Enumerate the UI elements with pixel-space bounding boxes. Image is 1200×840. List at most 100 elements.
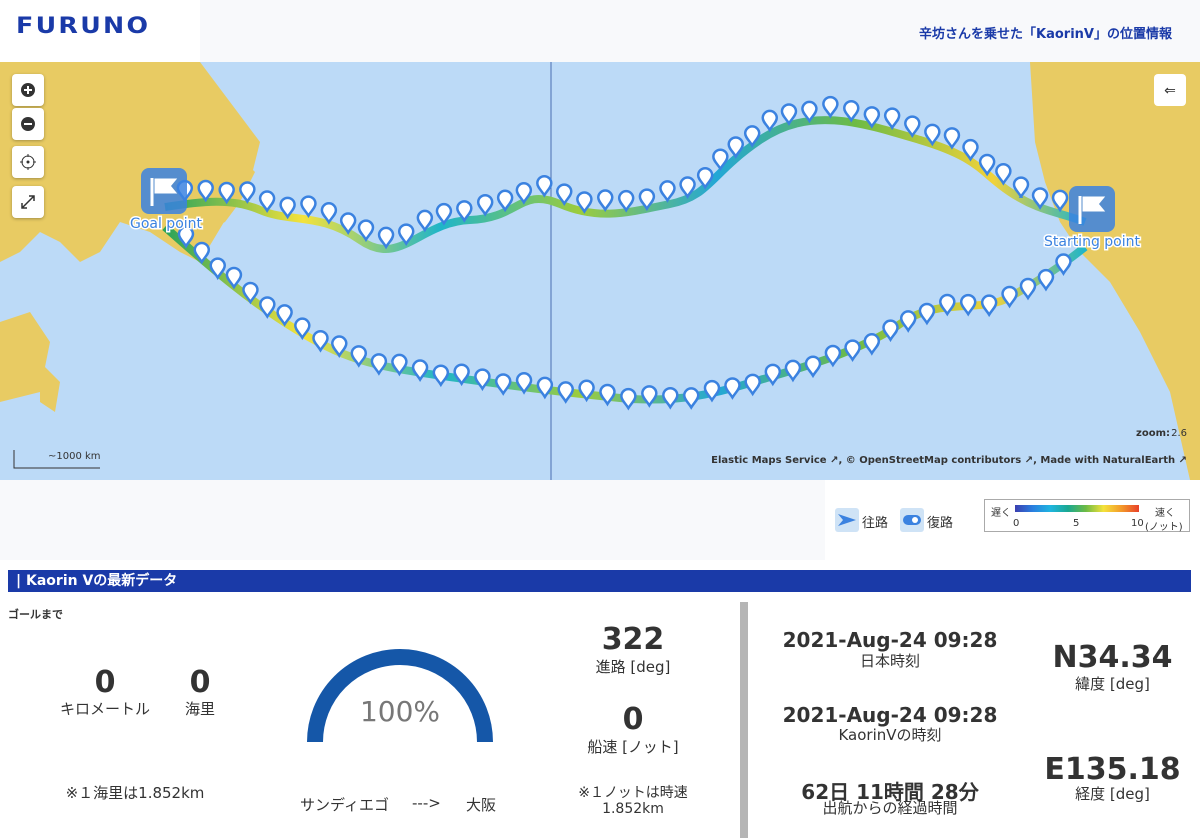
position-pin[interactable] [557,381,574,404]
position-pin[interactable] [899,310,917,333]
position-pin[interactable] [536,376,554,400]
position-pin[interactable] [416,209,434,233]
position-pin[interactable] [784,359,802,383]
position-pin[interactable] [659,180,676,203]
position-pin[interactable] [727,136,744,159]
position-pin[interactable] [904,115,921,139]
position-pin[interactable] [1031,187,1049,210]
fullscreen[interactable] [12,186,44,218]
position-pin[interactable] [279,196,296,220]
position-pin[interactable] [320,202,338,225]
attribution-item[interactable]: , Made with NaturalEarth [1033,455,1175,466]
position-pin[interactable] [1012,176,1030,200]
position-pin[interactable] [555,183,573,207]
attribution-item[interactable]: Elastic Maps Service [711,455,827,466]
position-pin[interactable] [578,379,595,403]
position-pin[interactable] [515,182,533,205]
position-pin[interactable] [980,294,998,318]
position-pin[interactable] [312,329,329,353]
position-pin[interactable] [177,225,195,249]
position-pin[interactable] [494,373,512,396]
zoom-in[interactable] [12,74,44,106]
position-pin[interactable] [724,377,741,400]
position-pin[interactable] [617,189,635,213]
position-pin[interactable] [474,368,491,392]
position-pin[interactable] [197,179,214,203]
position-pin[interactable] [476,193,494,217]
position-pin[interactable] [620,387,637,411]
position-pin[interactable] [943,127,961,150]
position-pin[interactable] [218,181,235,205]
position-pin[interactable] [761,109,779,133]
position-pin[interactable] [391,353,408,377]
position-pin[interactable] [1019,277,1037,301]
position-pin[interactable] [743,125,761,148]
position-pin[interactable] [712,148,729,172]
locate[interactable] [12,146,44,178]
position-pin[interactable] [1051,189,1069,213]
position-pin[interactable] [696,166,714,190]
position-pin[interactable] [258,190,276,213]
position-pin[interactable] [1037,268,1055,292]
position-pin[interactable] [703,379,721,403]
position-pin[interactable] [883,107,901,131]
position-pin[interactable] [370,353,388,376]
position-pin[interactable] [804,355,822,379]
position-pin[interactable] [377,226,395,250]
position-pin[interactable] [995,163,1012,186]
position-pin[interactable] [599,383,616,407]
position-pin[interactable] [824,344,842,368]
position-pin[interactable] [357,219,375,243]
position-pin[interactable] [435,202,453,226]
position-pin[interactable] [1001,285,1018,309]
position-pin[interactable] [679,176,696,199]
position-pin[interactable] [882,319,899,343]
position-pin[interactable] [801,100,818,124]
position-pin[interactable] [844,339,861,363]
position-pin[interactable] [242,281,259,305]
position-pin[interactable] [843,99,860,123]
position-pin[interactable] [456,200,473,223]
position-pin[interactable] [918,302,936,326]
position-pin[interactable] [515,372,533,395]
attribution-item[interactable]: , © OpenStreetMap contributors [838,455,1021,466]
position-pin[interactable] [764,363,782,387]
position-pin[interactable] [193,241,211,265]
position-pin[interactable] [331,335,348,358]
position-pin[interactable] [276,304,293,327]
position-pin[interactable] [939,293,956,317]
position-pin[interactable] [209,257,226,281]
position-pin[interactable] [924,123,941,147]
distance-km: 0 [94,665,116,700]
position-pin[interactable] [780,103,798,126]
position-pin[interactable] [978,153,996,177]
position-pin[interactable] [397,223,415,247]
position-pin[interactable] [662,386,679,410]
position-pin[interactable] [294,317,311,341]
position-pin[interactable] [1055,253,1072,276]
position-pin[interactable] [822,95,839,119]
position-pin[interactable] [259,296,276,319]
position-pin[interactable] [959,293,977,317]
collapse-button[interactable] [1154,74,1186,106]
position-pin[interactable] [411,359,429,382]
position-pin[interactable] [350,345,368,368]
position-pin[interactable] [496,189,514,213]
position-pin[interactable] [682,387,700,410]
zoom-out[interactable] [12,108,44,140]
position-pin[interactable] [432,364,450,388]
position-pin[interactable] [638,188,656,212]
position-pin[interactable] [962,138,979,162]
position-pin[interactable] [744,373,761,397]
position-pin[interactable] [339,212,357,235]
position-pin[interactable] [225,266,243,290]
position-pin[interactable] [597,189,614,212]
position-pin[interactable] [863,106,881,129]
position-pin[interactable] [576,191,593,214]
position-pin[interactable] [453,363,470,387]
position-pin[interactable] [536,174,553,198]
position-pin[interactable] [239,181,256,204]
position-pin[interactable] [641,385,658,408]
position-pin[interactable] [300,195,317,219]
position-pin[interactable] [863,333,881,356]
